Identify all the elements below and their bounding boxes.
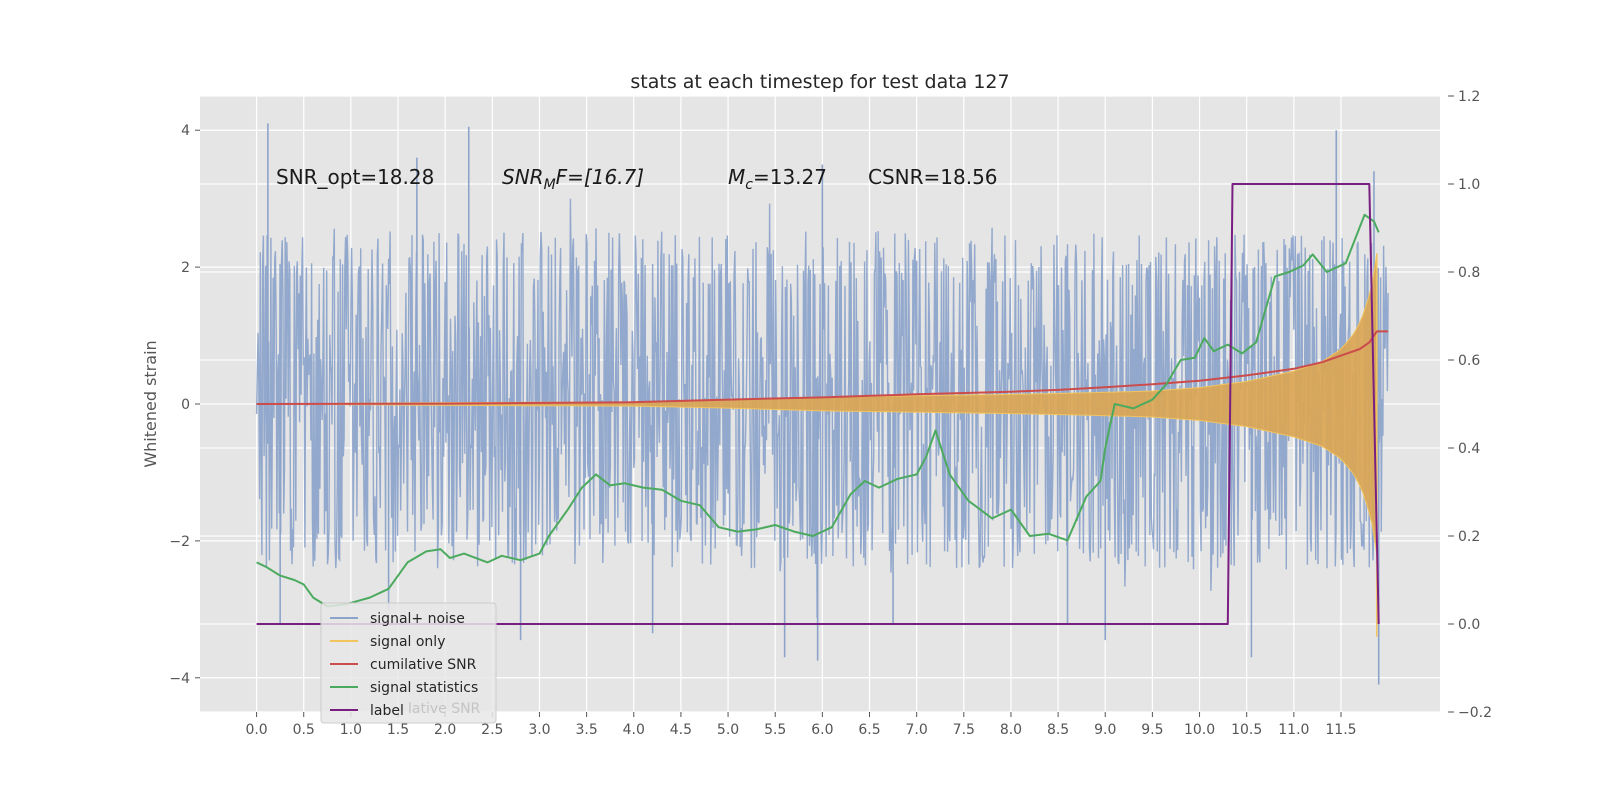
x-tick-label: 3.5 xyxy=(575,722,597,738)
legend-label: signal+ noise xyxy=(370,611,465,627)
legend-label: signal only xyxy=(370,634,445,650)
x-tick-label: 10.5 xyxy=(1231,722,1262,738)
x-tick-label: 7.5 xyxy=(953,722,975,738)
x-tick-label: 1.0 xyxy=(340,722,362,738)
x-tick-label: 0.0 xyxy=(245,722,267,738)
y2-tick-label: 0.6 xyxy=(1458,353,1480,369)
legend-label: cumilative SNR xyxy=(370,657,477,673)
y2-tick-label: −0.2 xyxy=(1458,705,1492,721)
x-tick-label: 1.5 xyxy=(387,722,409,738)
y2-tick-label: 1.0 xyxy=(1458,177,1480,193)
signal-noise-trace xyxy=(255,198,1389,618)
annotation-csnr: CSNR=18.56 xyxy=(868,165,998,189)
signal-statistics-line xyxy=(256,213,1380,608)
y2-tick-label: 0.4 xyxy=(1458,441,1480,457)
annotation-mc-sub: c xyxy=(745,177,753,193)
legend: lative SNR signal+ noise signal only cumil… xyxy=(320,602,497,724)
y-tick-label: 2 xyxy=(181,260,190,276)
x-tick-label: 11.5 xyxy=(1325,722,1356,738)
x-tick-label: 6.0 xyxy=(811,722,833,738)
annotation-snr-opt: SNR_opt=18.28 xyxy=(276,165,434,189)
x-axis: 0.0 0.5 1.0 1.5 2.0 2.5 3.0 3.5 4.0 4.5 5.0 5.5 6.0 6… xyxy=(245,712,1357,738)
annotation-mc-rest: =13.27 xyxy=(753,165,827,189)
x-tick-label: 8.0 xyxy=(1000,722,1022,738)
y-axis-title: Whitened strain xyxy=(141,340,160,467)
legend-label: label xyxy=(370,703,404,719)
legend-box xyxy=(320,602,497,724)
annotation-snr-mf-sub: M xyxy=(544,177,556,193)
y-axis-right: 1.2 1.0 0.8 0.6 0.4 0.2 0.0 −0.2 xyxy=(1448,89,1492,721)
x-tick-label: 4.0 xyxy=(623,722,645,738)
y-axis-left: 4 2 0 −2 −4 xyxy=(169,123,200,687)
x-tick-label: 0.5 xyxy=(293,722,315,738)
x-tick-label: 5.0 xyxy=(717,722,739,738)
x-tick-label: 5.5 xyxy=(764,722,786,738)
x-tick-label: 11.0 xyxy=(1278,722,1309,738)
x-tick-label: 2.0 xyxy=(434,722,456,738)
y-tick-label: 0 xyxy=(181,397,190,413)
chart-title: stats at each timestep for test data 127 xyxy=(630,71,1009,93)
annotation-snr-mf: SNRMF=[16.7] xyxy=(502,165,644,193)
label-line xyxy=(256,183,1380,625)
y-tick-label: −2 xyxy=(169,534,190,550)
y2-tick-label: 0.2 xyxy=(1458,529,1480,545)
annotation-snr-mf-base: SNR xyxy=(502,165,544,189)
x-tick-label: 3.0 xyxy=(528,722,550,738)
legend-overlap-text: lative SNR xyxy=(408,701,481,717)
series-signal-noise xyxy=(255,123,1389,685)
x-tick-label: 9.0 xyxy=(1094,722,1116,738)
annotation-snr-mf-rest: F=[16.7] xyxy=(556,165,644,189)
x-tick-label: 6.5 xyxy=(858,722,880,738)
x-tick-label: 9.5 xyxy=(1141,722,1163,738)
annotation-mc-base: M xyxy=(728,165,745,189)
legend-label: signal statistics xyxy=(370,680,478,696)
y-tick-label: −4 xyxy=(169,671,190,687)
x-tick-label: 2.5 xyxy=(481,722,503,738)
cumulative-snr-line xyxy=(256,330,1389,405)
y2-tick-label: 0.0 xyxy=(1458,617,1480,633)
legend-items: signal+ noise signal only cumilative SNR si… xyxy=(330,611,478,719)
x-tick-label: 4.5 xyxy=(670,722,692,738)
line-series-layer xyxy=(256,183,1389,625)
y-tick-label: 4 xyxy=(181,123,190,139)
annotation-mc: Mc=13.27 xyxy=(728,165,827,193)
x-tick-label: 10.0 xyxy=(1184,722,1215,738)
x-tick-label: 7.0 xyxy=(906,722,928,738)
y2-tick-label: 1.2 xyxy=(1458,89,1480,105)
y2-tick-label: 0.8 xyxy=(1458,265,1480,281)
x-tick-label: 8.5 xyxy=(1047,722,1069,738)
